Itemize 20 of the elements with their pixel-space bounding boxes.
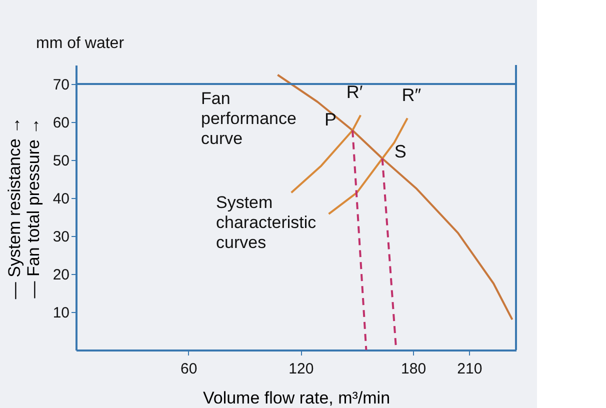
x-tick-label: 210 bbox=[457, 360, 482, 378]
annotation: Fan performance curve bbox=[201, 89, 296, 148]
y-tick-label: 60 bbox=[52, 114, 70, 132]
y-tick-label: 20 bbox=[52, 266, 70, 284]
annotation: R″ bbox=[402, 85, 422, 106]
annotation: System characteristic curves bbox=[216, 193, 317, 252]
annotation: S bbox=[394, 141, 406, 162]
y-tick-label: 10 bbox=[52, 304, 70, 322]
y-tick-label: 40 bbox=[52, 190, 70, 208]
y-axis-title: — System resistance → — Fan total pressure → bbox=[4, 116, 43, 300]
annotation: R′ bbox=[346, 82, 364, 102]
y-tick-label: 70 bbox=[52, 76, 70, 94]
x-tick-label: 120 bbox=[288, 360, 314, 378]
y-tick-label: 50 bbox=[52, 152, 70, 170]
x-axis-title: Volume flow rate, m³/min bbox=[202, 388, 390, 408]
y-tick-label: 30 bbox=[52, 228, 70, 246]
x-tick-label: 60 bbox=[180, 360, 198, 378]
annotation: P bbox=[324, 109, 337, 130]
text: mm of water bbox=[36, 35, 125, 52]
x-tick-label: 180 bbox=[401, 360, 426, 378]
